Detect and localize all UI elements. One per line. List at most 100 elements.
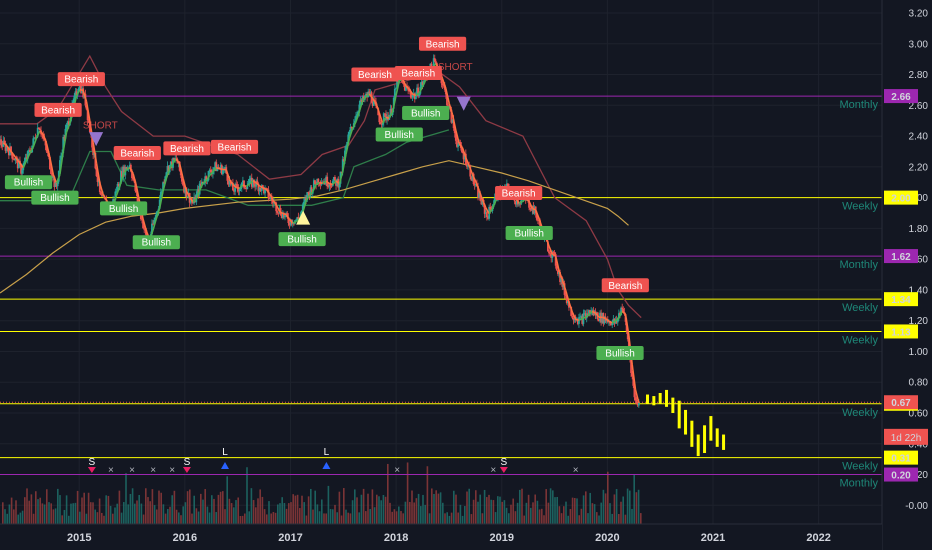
projection-bar — [722, 434, 726, 450]
candle-body — [518, 203, 520, 205]
trend-overlay-segment — [378, 112, 384, 124]
trend-overlay-segment — [192, 198, 197, 203]
level-badge-text: 1.13 — [891, 327, 911, 338]
candle-body — [234, 183, 237, 192]
candle-body — [134, 181, 137, 191]
candle-body — [97, 181, 100, 183]
level-tag: Weekly — [842, 334, 878, 346]
candle-body — [383, 113, 386, 115]
trend-overlay-segment — [308, 191, 314, 196]
candle-body — [341, 159, 344, 173]
volume-bar — [395, 511, 398, 524]
candle-body — [350, 127, 353, 128]
long-triangle-marker — [296, 210, 311, 225]
candle-body — [96, 176, 99, 183]
candle-body — [141, 219, 143, 220]
trend-overlay-segment — [458, 143, 464, 149]
trend-overlay-segment — [259, 185, 264, 189]
trend-overlay-segment — [279, 210, 284, 215]
signal-text: Bullish — [287, 235, 316, 246]
time-axis: 2015 2016 2017 2018 2019 2020 2021 2022 — [67, 532, 831, 544]
candle-body — [566, 301, 569, 304]
level-tag: Monthly — [839, 99, 878, 111]
candle-body — [284, 214, 286, 218]
trend-overlay-segment — [65, 122, 71, 133]
volume-bar — [270, 513, 272, 524]
volume-bar — [149, 501, 151, 524]
volume-bar — [349, 513, 352, 524]
trend-overlay-segment — [534, 209, 540, 219]
volume-bar — [402, 513, 404, 524]
volume-bar — [593, 504, 596, 524]
candle-body — [630, 359, 632, 373]
candle-body — [16, 158, 19, 169]
trend-overlay-segment — [319, 181, 323, 185]
volume-bar — [356, 497, 358, 524]
candle-body — [456, 140, 458, 147]
candle-body — [413, 93, 416, 99]
trend-overlay-segment — [52, 174, 58, 184]
volume-bar — [70, 503, 72, 524]
candle-body — [620, 307, 622, 315]
candle-body — [416, 87, 418, 95]
candle-body — [58, 160, 61, 171]
volume-bar — [219, 491, 222, 524]
volume-bar — [589, 492, 591, 524]
volume-bar — [351, 500, 354, 524]
trend-overlay-segment — [265, 188, 271, 195]
trend-overlay-segment — [591, 310, 596, 314]
bearish-label: Bearish — [418, 36, 467, 51]
volume-bar — [580, 508, 583, 524]
trend-overlay-segment — [178, 163, 184, 179]
signal-box — [4, 175, 53, 190]
candle-body — [310, 187, 313, 194]
trend-overlay-segment — [415, 92, 420, 97]
candle-body — [227, 180, 230, 185]
candle-body — [131, 171, 133, 179]
trend-overlay-segment — [601, 316, 606, 320]
trend-overlay-segment — [611, 320, 616, 324]
volume-bar — [19, 512, 22, 524]
candle-body — [340, 171, 343, 173]
trend-overlay-segment — [368, 93, 374, 100]
candle-body — [300, 210, 303, 215]
trend-overlay-segment — [32, 137, 38, 148]
volume-bar — [43, 504, 46, 524]
trend-overlay-segment — [232, 183, 237, 189]
candle-body — [617, 313, 620, 318]
candle-body — [632, 376, 635, 386]
candle-body — [461, 150, 464, 154]
trend-overlay-segment — [155, 207, 161, 219]
volume-bar — [61, 515, 63, 524]
volume-bar — [448, 515, 451, 524]
candle-body — [214, 162, 217, 168]
level-badge — [884, 190, 918, 205]
trend-overlay-segment — [551, 253, 557, 257]
volume-bar — [138, 494, 140, 524]
volume-bar — [578, 515, 580, 524]
volume-bar — [257, 498, 259, 524]
candle-body — [271, 200, 274, 204]
candle-body — [481, 200, 484, 205]
y-tick-label: 2.20 — [909, 162, 929, 173]
y-tick-label: 0.60 — [909, 409, 929, 420]
volume-bar — [136, 500, 138, 524]
candle-body — [634, 397, 637, 401]
trend-overlay-segment — [268, 193, 274, 201]
y-tick-label: -0.00 — [905, 501, 928, 512]
candle-body — [469, 166, 472, 177]
volume-bar — [472, 499, 475, 524]
candle-body — [33, 137, 36, 139]
volume-bar — [131, 488, 134, 524]
volume-bar — [420, 506, 422, 524]
volume-bar — [178, 512, 180, 524]
candle-body — [360, 99, 363, 103]
candle-body — [295, 219, 298, 221]
candle-body — [606, 320, 609, 323]
candle-body — [349, 127, 352, 132]
y-tick-label: 0.20 — [909, 470, 929, 481]
marker-cross: × — [490, 465, 496, 476]
volume-bar — [468, 488, 470, 524]
signal-text: Bullish — [514, 229, 543, 240]
